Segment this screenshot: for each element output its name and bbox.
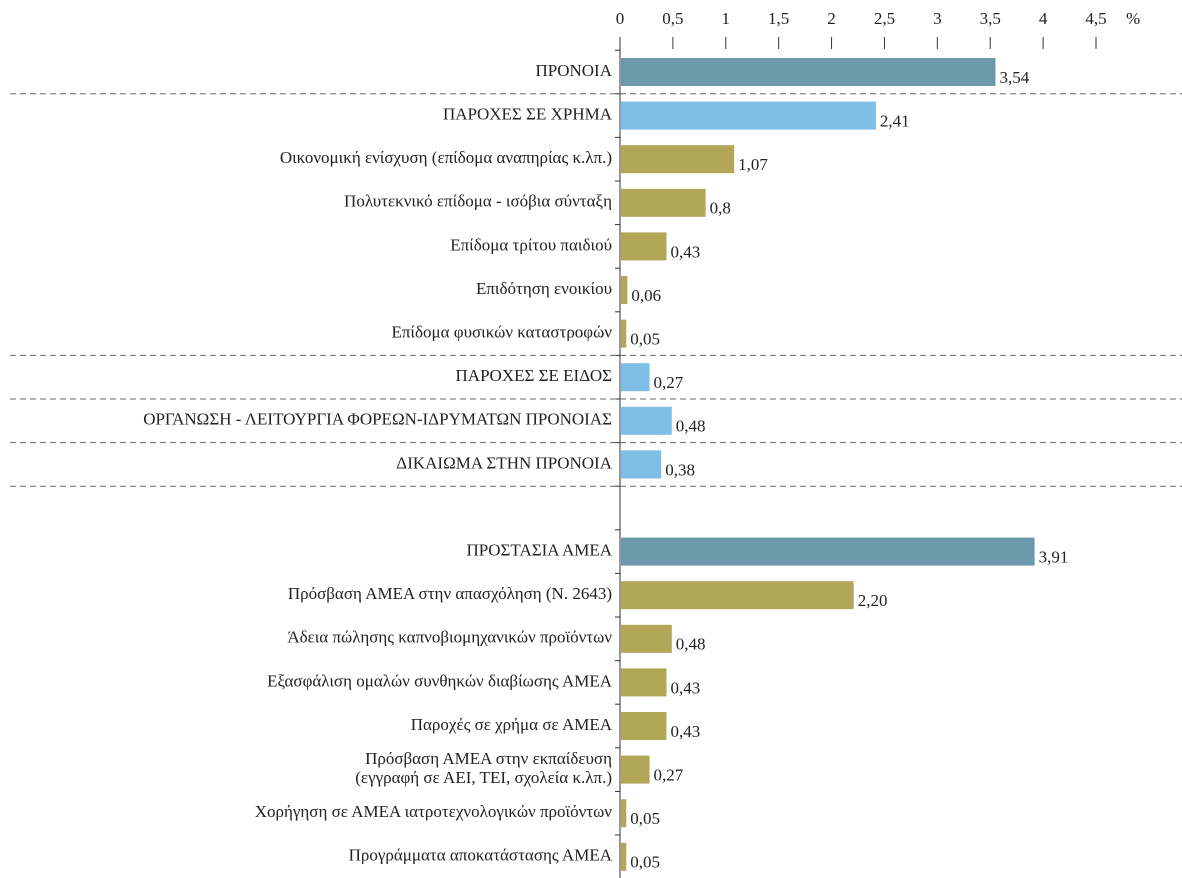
category-label: Παροχές σε χρήμα σε ΑΜΕΑ <box>411 715 613 734</box>
value-label: 1,07 <box>738 155 768 174</box>
value-label: 0,8 <box>710 199 731 218</box>
category-label: Πολυτεκνικό επίδομα - ισόβια σύνταξη <box>344 192 612 211</box>
x-tick-label: 4 <box>1039 9 1048 28</box>
value-label: 0,43 <box>670 722 700 741</box>
x-tick-label: 2 <box>827 9 836 28</box>
x-tick-label: 2,5 <box>874 9 895 28</box>
value-label: 3,91 <box>1039 548 1069 567</box>
bar <box>621 276 628 304</box>
category-label: ΔΙΚΑΙΩΜΑ ΣΤΗΝ ΠΡΟΝΟΙΑ <box>396 453 612 472</box>
value-label: 0,43 <box>670 242 700 261</box>
category-label: ΠΡΟΝΟΙΑ <box>536 61 613 80</box>
category-label: Επίδομα τρίτου παιδιού <box>450 235 612 254</box>
category-label: Επιδότηση ενοικίου <box>476 279 612 298</box>
bar <box>621 450 662 479</box>
x-tick-label: 4,5 <box>1085 9 1106 28</box>
value-label: 0,38 <box>665 460 695 479</box>
value-label: 3,54 <box>999 68 1029 87</box>
value-label: 0,43 <box>670 678 700 697</box>
bar <box>621 799 627 828</box>
bar <box>621 712 667 740</box>
bar <box>621 668 667 697</box>
value-label: 0,48 <box>676 417 706 436</box>
category-label: Οικονομική ενίσχυση (επίδομα αναπηρίας κ… <box>280 148 612 167</box>
category-label: ΠΡΟΣΤΑΣΙΑ ΑΜΕΑ <box>467 541 613 560</box>
category-label: Χορήγηση σε ΑΜΕΑ ιατροτεχνολογικών προϊό… <box>255 802 613 821</box>
value-label: 2,20 <box>858 591 888 610</box>
bar <box>621 363 650 392</box>
value-label: 0,27 <box>654 766 684 785</box>
value-label: 0,05 <box>630 853 660 872</box>
value-label: 2,41 <box>880 112 910 131</box>
x-tick-label: 1,5 <box>768 9 789 28</box>
x-tick-label: 3,5 <box>980 9 1001 28</box>
bar <box>621 537 1035 566</box>
bar <box>621 188 706 217</box>
bar <box>621 101 876 130</box>
x-tick-label: 0,5 <box>662 9 683 28</box>
value-label: 0,48 <box>676 635 706 654</box>
bar <box>621 755 650 784</box>
category-label: Εξασφάλιση ομαλών συνθηκών διαβίωσης ΑΜΕ… <box>267 671 613 690</box>
x-tick-label: 1 <box>722 9 731 28</box>
category-label: Πρόσβαση ΑΜΕΑ στην απασχόληση (Ν. 2643) <box>288 584 612 603</box>
bar <box>621 581 854 610</box>
bar <box>621 319 627 348</box>
bar <box>621 232 667 261</box>
x-unit: % <box>1126 9 1140 28</box>
value-label: 0,27 <box>654 373 684 392</box>
category-label: ΠΑΡΟΧΕΣ ΣΕ ΧΡΗΜΑ <box>443 105 613 124</box>
x-tick-label: 0 <box>616 9 625 28</box>
value-label: 0,05 <box>630 809 660 828</box>
value-label: 0,05 <box>630 330 660 349</box>
bar <box>621 624 672 653</box>
category-label: Προγράμματα αποκατάστασης ΑΜΕΑ <box>349 846 613 865</box>
bar <box>621 842 627 871</box>
category-label: ΠΑΡΟΧΕΣ ΣΕ ΕΙΔΟΣ <box>456 366 613 385</box>
bar <box>621 145 735 174</box>
category-label: Άδεια πώλησης καπνοβιομηχανικών προϊόντω… <box>287 628 612 647</box>
category-label: Πρόσβαση ΑΜΕΑ στην εκπαίδευση (εγγραφή σε… <box>355 749 612 787</box>
category-label: Επίδομα φυσικών καταστροφών <box>391 323 612 342</box>
x-tick-label: 3 <box>933 9 942 28</box>
category-label: ΟΡΓΑΝΩΣΗ - ΛΕΙΤΟΥΡΓΙΑ ΦΟΡΕΩΝ-ΙΔΡΥΜΑΤΩΝ Π… <box>143 410 612 429</box>
value-label: 0,06 <box>631 286 661 305</box>
bar <box>621 406 672 435</box>
bar <box>621 58 996 86</box>
